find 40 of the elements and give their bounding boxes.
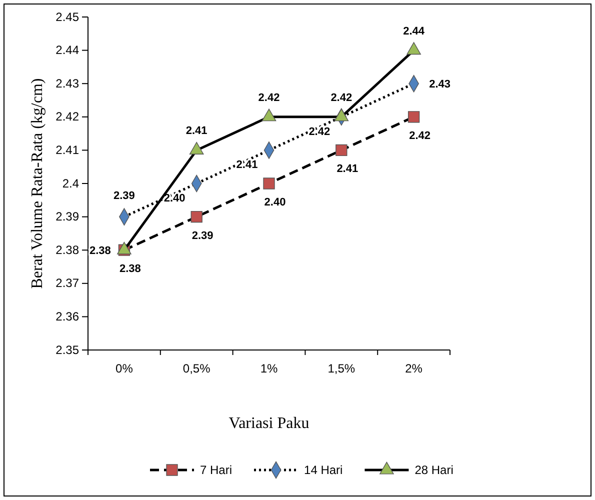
x-tick-label: 0% (116, 362, 134, 376)
y-tick-label: 2.42 (56, 110, 80, 124)
y-tick-label: 2.43 (56, 76, 80, 90)
legend-label: 14 Hari (304, 463, 343, 477)
point (263, 178, 275, 190)
y-tick-label: 2.44 (56, 43, 80, 58)
data-label: 2.41 (336, 163, 358, 176)
legend-label: 28 Hari (414, 463, 454, 477)
x-tick-label: 0,5% (182, 362, 211, 376)
y-tick-label: 2.38 (56, 242, 80, 257)
data-label: 2.40 (164, 192, 186, 204)
y-axis-title: Berat Volume Rata-Rata (kg/cm) (29, 78, 46, 289)
data-label: 2.42 (258, 92, 280, 104)
data-label: 2.38 (89, 245, 111, 258)
data-label: 2.40 (264, 196, 286, 208)
x-tick-label: 1,5% (328, 362, 356, 376)
data-label: 2.44 (403, 25, 426, 38)
x-tick-label: 2% (405, 362, 423, 376)
x-tick-label: 1% (260, 362, 278, 376)
point (336, 144, 348, 156)
point (408, 111, 420, 123)
data-label: 2.42 (308, 126, 330, 138)
data-label: 2.41 (236, 159, 258, 172)
data-label: 2.42 (409, 130, 431, 142)
data-label: 2.42 (330, 92, 352, 104)
y-tick-label: 2.45 (56, 10, 80, 24)
y-tick-label: 2.36 (56, 310, 80, 324)
data-label: 2.43 (429, 78, 451, 91)
data-label: 2.39 (192, 230, 214, 242)
y-tick-label: 2.35 (56, 342, 80, 357)
y-tick-label: 2.4 (62, 176, 80, 190)
data-label: 2.38 (119, 263, 141, 276)
y-tick-label: 2.41 (56, 143, 80, 158)
y-tick-label: 2.39 (56, 210, 80, 224)
y-tick-label: 2.37 (56, 276, 80, 290)
x-axis-title: Variasi Paku (228, 415, 310, 432)
data-label: 2.39 (113, 190, 135, 202)
data-label: 2.41 (186, 125, 208, 138)
point (190, 210, 202, 223)
legend-label: 7 Hari (200, 463, 232, 477)
